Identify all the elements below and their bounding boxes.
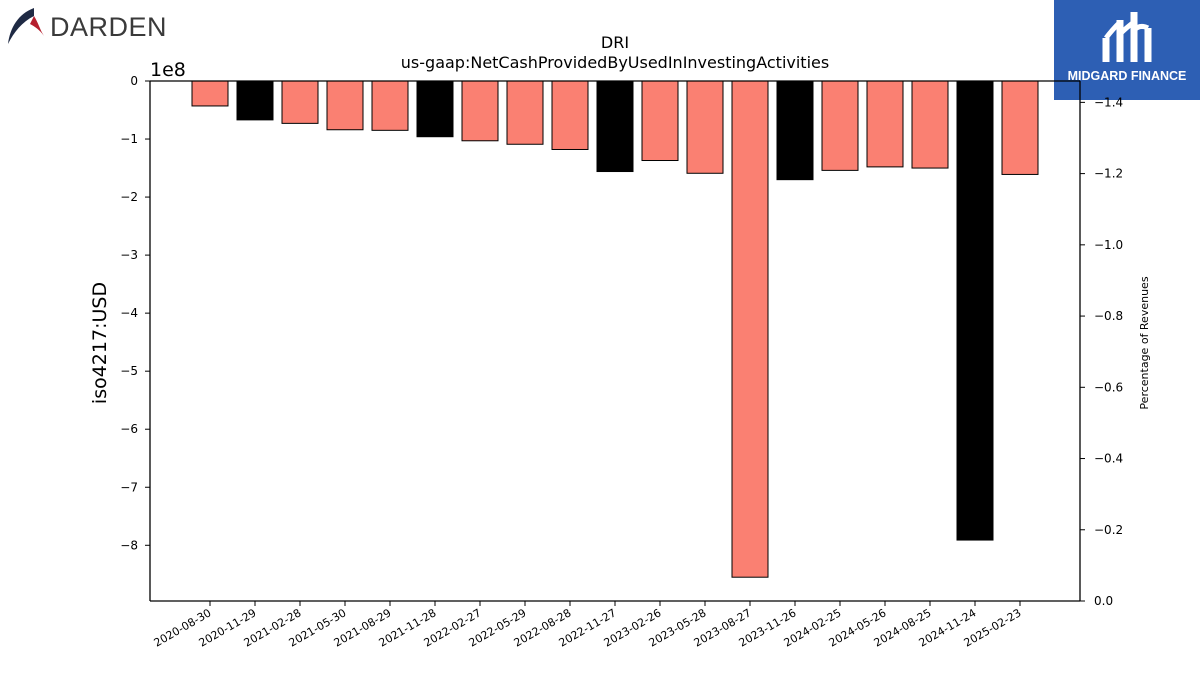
bar-2024-08-25 xyxy=(911,80,949,169)
y2-tick-label: −1.0 xyxy=(1094,238,1123,252)
bar-2023-05-28 xyxy=(686,80,724,174)
y-tick-label: −3 xyxy=(120,248,138,262)
bar-2021-02-28 xyxy=(281,80,319,124)
bar-2020-08-30 xyxy=(191,80,229,107)
partner-name: MIDGARD FINANCE xyxy=(1067,69,1187,83)
chart-subtitle: us-gaap:NetCashProvidedByUsedInInvesting… xyxy=(401,53,829,72)
bar-2020-11-29 xyxy=(236,80,274,121)
bar-2023-08-27 xyxy=(731,80,769,578)
y2-tick-label: −0.4 xyxy=(1094,452,1123,466)
y-tick-label: −5 xyxy=(120,364,138,378)
darden-swirl-icon xyxy=(8,8,44,44)
bar-2024-11-24 xyxy=(956,80,994,541)
y-offset-label: 1e8 xyxy=(150,59,186,81)
bar-2024-05-26 xyxy=(866,80,904,168)
y2-tick-label: −0.6 xyxy=(1094,380,1123,394)
midgard-finance-logo: MIDGARD FINANCE xyxy=(1054,0,1200,100)
y-tick-label: −7 xyxy=(120,480,138,494)
bar-2023-02-26 xyxy=(641,80,679,162)
bar-2022-02-27 xyxy=(461,80,499,142)
bar-2022-11-27 xyxy=(596,80,634,173)
bar-2022-08-28 xyxy=(551,80,589,150)
bar-2021-08-29 xyxy=(371,80,409,131)
brand-name: DARDEN xyxy=(50,12,168,42)
y2-tick-label: −1.4 xyxy=(1094,95,1123,109)
y2-tick-label: −0.2 xyxy=(1094,523,1123,537)
bar-2021-05-30 xyxy=(326,80,364,131)
y-tick-label: −2 xyxy=(120,190,138,204)
midgard-logo-icon xyxy=(1102,12,1152,62)
bar-2021-11-28 xyxy=(416,80,454,138)
bar-2025-02-23 xyxy=(1001,80,1039,175)
y-tick-label: −4 xyxy=(120,306,138,320)
y2-tick-label: −1.2 xyxy=(1094,167,1123,181)
darden-logo: DARDEN xyxy=(4,4,174,48)
y2-tick-label: 0.0 xyxy=(1094,594,1113,608)
bar-2024-02-25 xyxy=(821,80,859,171)
bar-2022-05-29 xyxy=(506,80,544,145)
chart-title: DRI xyxy=(601,33,629,52)
bar-2023-11-26 xyxy=(776,80,814,181)
y-tick-label: −1 xyxy=(120,132,138,146)
y-axis-label: iso4217:USD xyxy=(89,282,111,404)
y2-axis-label: Percentage of Revenues xyxy=(1138,276,1151,409)
y-tick-label: 0 xyxy=(130,74,138,88)
y2-tick-label: −0.8 xyxy=(1094,309,1123,323)
y-tick-label: −6 xyxy=(120,422,138,436)
y-tick-label: −8 xyxy=(120,538,138,552)
